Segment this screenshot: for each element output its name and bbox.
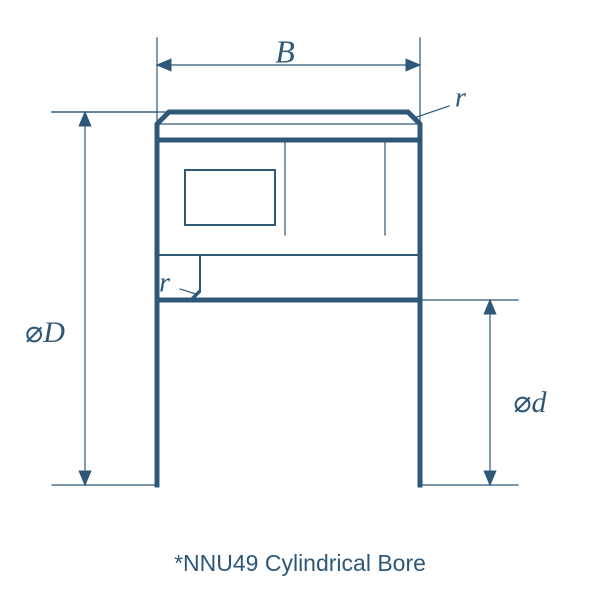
label-r-side: r: [159, 267, 170, 298]
caption: *NNU49 Cylindrical Bore: [174, 550, 426, 576]
label-D: ⌀D: [25, 316, 65, 349]
label-r-top: r: [455, 82, 466, 113]
label-d: ⌀d: [513, 386, 547, 419]
label-B: B: [275, 33, 295, 69]
bearing-diagram: Br r ⌀D ⌀d *NNU49 Cylindrical Bore: [0, 0, 600, 600]
